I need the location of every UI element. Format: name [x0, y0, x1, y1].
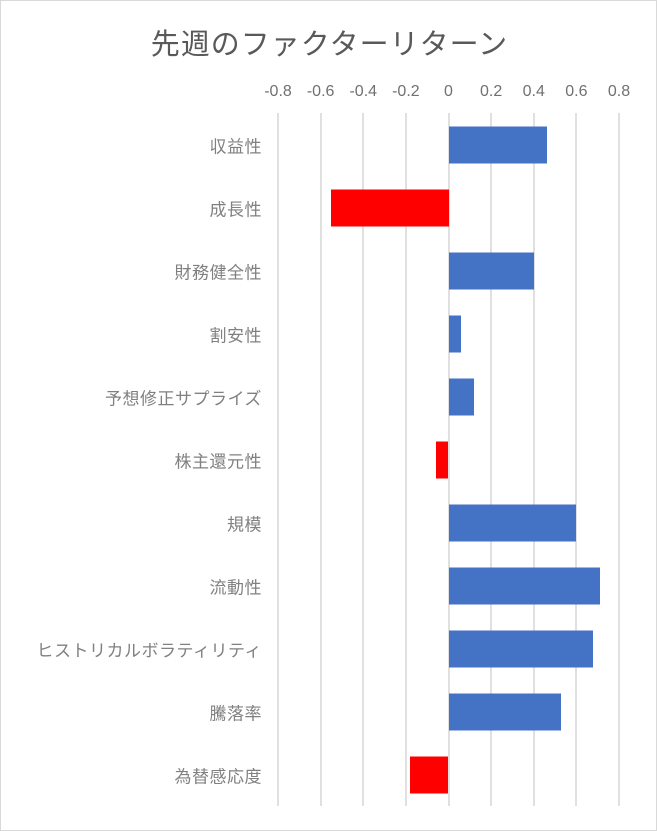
bar[interactable] — [448, 126, 547, 163]
x-tick-label: 0 — [444, 83, 453, 100]
x-gridline — [319, 113, 322, 806]
category-label: 流動性 — [209, 578, 262, 597]
plot-area — [277, 113, 620, 806]
category-label: ヒストリカルボラティリティ — [36, 641, 262, 660]
bar[interactable] — [448, 693, 562, 730]
x-tick-label: 0.6 — [565, 83, 588, 100]
x-gridline — [447, 113, 450, 806]
x-tick-label: -0.4 — [349, 83, 378, 100]
category-label: 騰落率 — [209, 704, 262, 723]
x-gridline — [490, 113, 493, 806]
x-gridline — [575, 113, 578, 806]
x-axis-tick-labels: -0.8 -0.6 -0.4 -0.2 0 0.2 0.4 0.6 0.8 — [264, 83, 630, 103]
category-label: 規模 — [227, 515, 262, 534]
x-tick-label: -0.6 — [306, 83, 335, 100]
bar[interactable] — [410, 756, 449, 793]
bar[interactable] — [448, 252, 534, 289]
category-label: 為替感応度 — [174, 767, 262, 786]
x-gridline — [277, 113, 279, 806]
bar[interactable] — [331, 189, 449, 226]
bar[interactable] — [448, 630, 594, 667]
x-gridline — [618, 113, 620, 806]
bar[interactable] — [448, 315, 462, 352]
x-gridline — [404, 113, 407, 806]
x-tick-label: -0.8 — [264, 83, 292, 100]
chart-title: 先週のファクターリターン — [150, 29, 509, 61]
category-label: 株主還元性 — [174, 452, 262, 471]
category-label: 財務健全性 — [174, 263, 262, 282]
x-tick-label: 0.2 — [480, 83, 503, 100]
bar[interactable] — [435, 441, 449, 478]
category-label: 成長性 — [209, 200, 262, 219]
bar[interactable] — [448, 504, 577, 541]
bar[interactable] — [448, 378, 475, 415]
bar[interactable] — [448, 567, 600, 604]
x-gridline — [362, 113, 365, 806]
y-axis-category-labels: 収益性成長性財務健全性割安性予想修正サプライズ株主還元性規模流動性ヒストリカルボ… — [1, 113, 273, 806]
category-label: 割安性 — [209, 326, 262, 345]
category-label: 収益性 — [209, 137, 262, 156]
category-label: 予想修正サプライズ — [105, 389, 262, 408]
x-gridline — [532, 113, 535, 806]
x-tick-label: 0.8 — [607, 83, 631, 100]
x-tick-label: -0.2 — [392, 83, 420, 100]
x-tick-label: 0.4 — [522, 83, 545, 100]
